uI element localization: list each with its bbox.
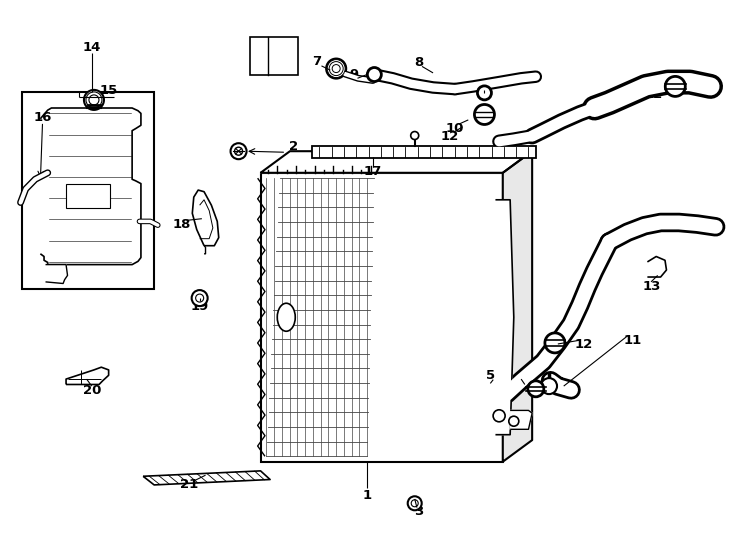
Text: 6: 6 [260, 51, 269, 64]
Polygon shape [647, 256, 666, 277]
Text: 9: 9 [349, 68, 358, 81]
Polygon shape [495, 200, 514, 435]
Polygon shape [143, 471, 270, 485]
Polygon shape [46, 265, 68, 284]
Text: 12: 12 [441, 130, 459, 143]
Circle shape [235, 147, 242, 155]
Text: 9: 9 [480, 80, 489, 93]
Circle shape [545, 333, 565, 353]
Circle shape [367, 68, 382, 82]
Ellipse shape [277, 303, 295, 331]
Text: 18: 18 [172, 218, 192, 231]
Circle shape [230, 143, 247, 159]
Text: 4: 4 [517, 367, 526, 380]
Bar [66, 184, 110, 208]
Circle shape [84, 90, 104, 110]
Circle shape [411, 500, 418, 507]
Text: 10: 10 [446, 122, 465, 135]
Text: 1: 1 [363, 489, 371, 502]
Polygon shape [192, 190, 219, 246]
Bar [22, 92, 154, 289]
Circle shape [493, 410, 505, 422]
Text: 2: 2 [289, 140, 298, 153]
Text: 14: 14 [82, 41, 101, 54]
Circle shape [196, 294, 203, 302]
Text: 7: 7 [313, 55, 321, 68]
Bar [312, 146, 536, 158]
Text: 19: 19 [191, 300, 208, 313]
Text: 12: 12 [575, 338, 592, 351]
Text: 5: 5 [486, 369, 495, 382]
Text: 12: 12 [644, 88, 662, 101]
Text: 17: 17 [364, 165, 382, 178]
Text: 13: 13 [642, 280, 661, 293]
Circle shape [541, 378, 557, 394]
Polygon shape [261, 151, 532, 173]
Bar [250, 37, 297, 75]
Circle shape [192, 290, 208, 306]
Text: 15: 15 [100, 84, 117, 97]
Polygon shape [503, 151, 532, 462]
Circle shape [326, 58, 346, 79]
Circle shape [411, 132, 418, 139]
Circle shape [665, 76, 686, 97]
Polygon shape [510, 410, 532, 429]
Polygon shape [66, 367, 109, 384]
Text: 8: 8 [414, 56, 423, 69]
Text: 20: 20 [82, 384, 101, 397]
Polygon shape [40, 108, 141, 265]
Circle shape [509, 416, 519, 426]
Circle shape [477, 86, 492, 100]
Text: 11: 11 [624, 334, 642, 347]
Bar [261, 173, 503, 462]
Circle shape [474, 104, 495, 125]
Text: 16: 16 [33, 111, 52, 124]
Circle shape [407, 496, 422, 510]
Text: 3: 3 [414, 505, 423, 518]
Circle shape [528, 381, 544, 397]
Text: 21: 21 [181, 478, 198, 491]
